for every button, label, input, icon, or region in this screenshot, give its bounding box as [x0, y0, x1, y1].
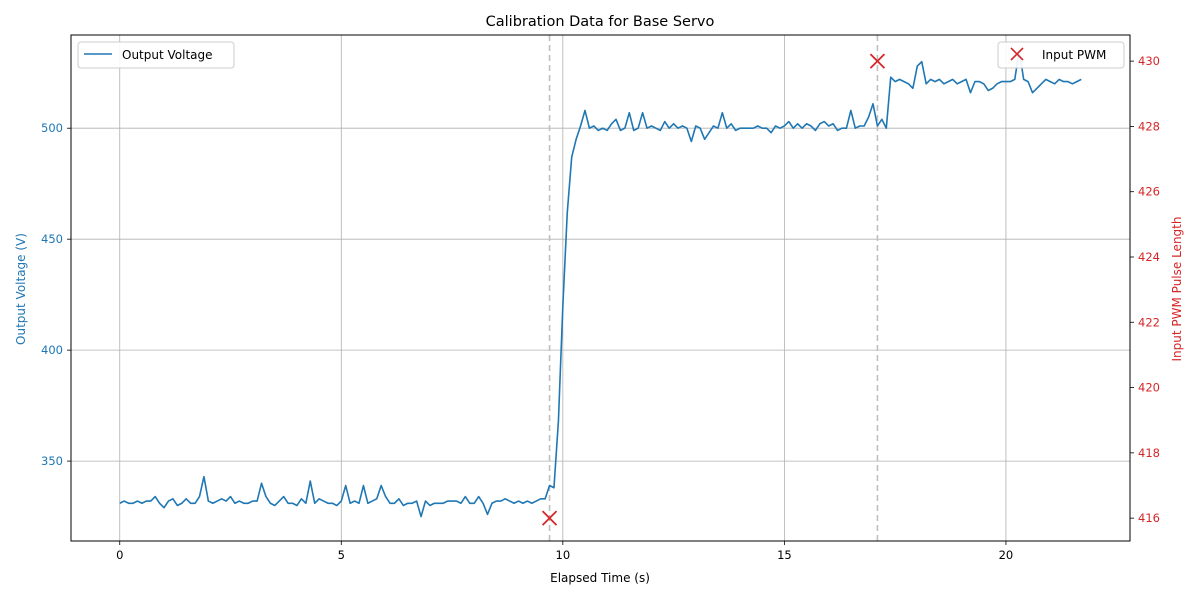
- y-tick-label-left: 500: [41, 121, 63, 135]
- y-tick-label-left: 450: [41, 232, 63, 246]
- series-layer: [119, 49, 1082, 526]
- plot-frame: [70, 34, 1131, 542]
- legend-left-label: Output Voltage: [122, 48, 213, 62]
- x-tick-label: 5: [338, 548, 345, 562]
- input-pwm-marker: [869, 53, 886, 69]
- legend-input-pwm: Input PWM: [997, 41, 1125, 69]
- x-tick-label: 0: [116, 548, 123, 562]
- y-tick-label-right: 422: [1138, 315, 1160, 329]
- x-axis-label: Elapsed Time (s): [550, 571, 650, 585]
- input-pwm-marker: [541, 510, 558, 526]
- y-tick-label-left: 400: [41, 343, 63, 357]
- reference-lines: [548, 35, 879, 541]
- y-axis-label-left: Output Voltage (V): [14, 233, 28, 345]
- x-tick-label: 10: [556, 548, 571, 562]
- y-tick-label-right: 418: [1138, 446, 1160, 460]
- y-tick-label-right: 424: [1138, 250, 1160, 264]
- output-voltage-line: [119, 49, 1082, 518]
- x-tick-label: 20: [999, 548, 1014, 562]
- legend-right-label: Input PWM: [1042, 48, 1106, 62]
- legend-output-voltage: Output Voltage: [77, 41, 235, 69]
- legend-right-box: [997, 41, 1125, 69]
- grid-layer: [71, 35, 1130, 541]
- legend-x-marker-swatch: [1010, 47, 1024, 61]
- axis-layer: 0 5 10 15 20 350 400 450 500 416 418 420 422 424 426 42…: [41, 54, 1160, 562]
- y-tick-label-right: 416: [1138, 511, 1160, 525]
- y-tick-label-right: 430: [1138, 54, 1160, 68]
- x-tick-label: 15: [777, 548, 792, 562]
- y-tick-label-right: 420: [1138, 381, 1160, 395]
- y-tick-label-right: 428: [1138, 119, 1160, 133]
- legend-left-box: [77, 41, 235, 69]
- y-tick-label-right: 426: [1138, 185, 1160, 199]
- chart-title: Calibration Data for Base Servo: [486, 14, 715, 30]
- y-axis-label-right: Input PWM Pulse Length: [1170, 217, 1184, 362]
- y-tick-label-left: 350: [41, 454, 63, 468]
